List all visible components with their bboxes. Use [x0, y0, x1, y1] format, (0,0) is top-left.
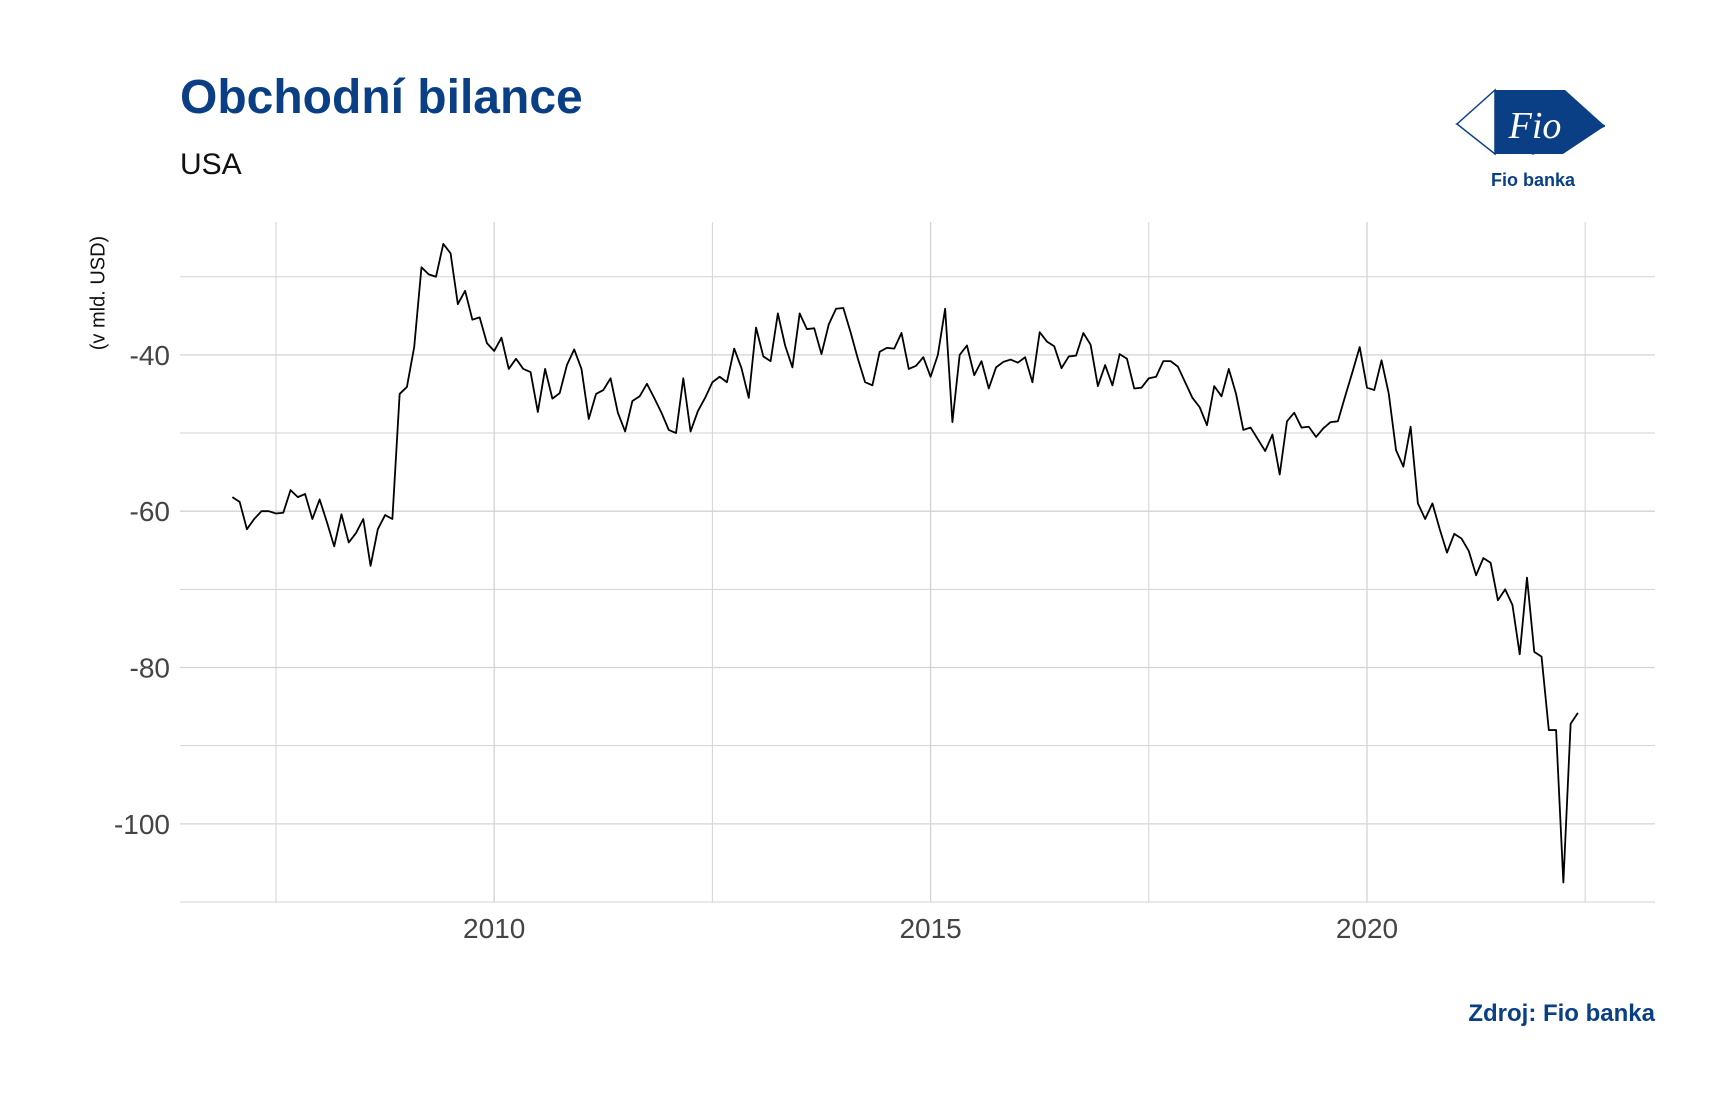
logo-mark-text: Fio	[1508, 105, 1562, 147]
y-tick-label: -100	[114, 809, 170, 840]
logo-left-wedge	[1455, 88, 1496, 156]
x-tick-label: 2015	[899, 913, 961, 944]
logo-brand-text: Fio banka	[1490, 170, 1576, 190]
series-layer	[231, 242, 1579, 884]
trade-balance-line	[231, 242, 1579, 884]
tick-labels-layer: -40 -60 -80 -100 2010 2015 2020	[114, 340, 1398, 944]
x-tick-label: 2010	[463, 913, 525, 944]
y-tick-label: -80	[130, 653, 170, 684]
fio-banka-logo: Fio	[1455, 88, 1605, 156]
chart-subtitle: USA	[180, 148, 242, 181]
y-tick-label: -40	[130, 340, 170, 371]
grid-layer	[180, 222, 1655, 903]
y-tick-label: -60	[130, 496, 170, 527]
source-note: Zdroj: Fio banka	[1468, 1000, 1655, 1027]
x-tick-label: 2020	[1336, 913, 1398, 944]
chart-title: Obchodní bilance	[180, 71, 583, 124]
